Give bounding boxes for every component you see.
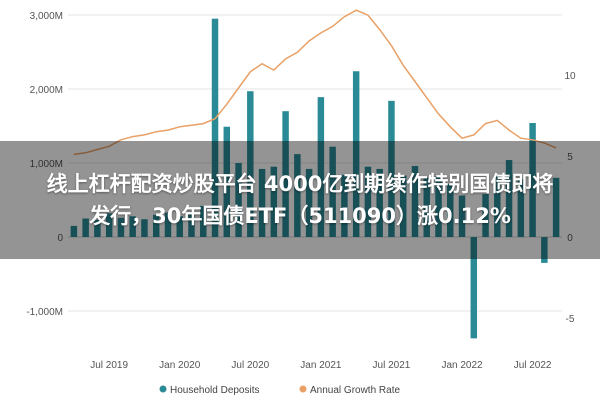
legend-marker-household-deposits	[159, 385, 167, 393]
household-deposits-bar	[223, 126, 231, 237]
x-tick-label: Jul 2019	[90, 360, 128, 371]
left-tick-label: 0	[57, 233, 63, 244]
gridlines	[68, 14, 562, 312]
household-deposits-bar	[258, 168, 266, 237]
household-deposits-bar	[200, 205, 207, 237]
left-axis-ticks: 3,000M 2,000M 1,000M 0 -1,000M	[26, 11, 63, 318]
headline-line-1: 线上杠杆配资炒股平台 4000亿到期续作特别国债即将	[46, 172, 554, 196]
household-deposits-bars	[70, 18, 560, 339]
household-deposits-bar	[235, 163, 242, 237]
household-deposits-bar	[505, 160, 513, 237]
household-deposits-bar	[129, 216, 136, 237]
household-deposits-bar	[317, 97, 325, 237]
household-deposits-bar	[94, 219, 101, 237]
household-deposits-bar	[364, 166, 372, 237]
household-deposits-bar	[188, 211, 195, 237]
household-deposits-bar	[105, 213, 113, 237]
household-deposits-bar	[494, 176, 501, 237]
x-tick-label: Jul 2021	[373, 360, 411, 371]
household-deposits-bar	[517, 179, 525, 237]
x-tick-label: Jul 2022	[514, 360, 552, 371]
household-deposits-bar	[552, 177, 560, 237]
household-deposits-bar	[176, 216, 183, 237]
household-deposits-bar	[141, 219, 148, 237]
right-tick-label: -5	[566, 314, 575, 325]
household-deposits-bar	[376, 168, 383, 237]
household-deposits-bar	[388, 100, 395, 237]
household-deposits-bar	[423, 177, 430, 237]
household-deposits-bar	[529, 123, 536, 237]
household-deposits-bar	[70, 225, 78, 237]
household-deposits-bar	[211, 18, 219, 238]
legend: Household Deposits Annual Growth Rate	[159, 385, 400, 396]
household-deposits-bar	[435, 176, 442, 237]
left-tick-label: 2,000M	[30, 85, 63, 96]
household-deposits-bar	[447, 183, 454, 237]
household-deposits-bar	[399, 175, 407, 237]
household-deposits-bar	[541, 237, 548, 263]
annual-growth-rate-line	[73, 9, 557, 156]
household-deposits-bar	[294, 154, 301, 237]
household-deposits-bar	[458, 195, 466, 237]
headline-line-2: 发行，30年国债ETF（511090）涨0.12%	[89, 204, 511, 228]
x-axis-ticks: Jul 2019 Jan 2020 Jul 2020 Jan 2021 Jul 2021…	[90, 360, 552, 371]
right-tick-label: 5	[567, 152, 573, 163]
x-tick-label: Jan 2022	[441, 360, 483, 371]
right-axis-ticks: 10 5 0 -5	[564, 71, 576, 325]
left-tick-label: -1,000M	[26, 307, 63, 318]
legend-marker-annual-growth-rate	[299, 385, 307, 393]
household-deposits-bar	[117, 217, 125, 237]
household-deposits-bar	[164, 212, 172, 237]
household-deposits-bar	[470, 237, 478, 339]
legend-label-annual-growth-rate: Annual Growth Rate	[310, 385, 400, 396]
household-deposits-bar	[411, 165, 419, 237]
household-deposits-bar	[482, 194, 489, 237]
household-deposits-bar	[270, 166, 278, 237]
headline-overlay: 线上杠杆配资炒股平台 4000亿到期续作特别国债即将 发行，30年国债ETF（5…	[0, 141, 600, 259]
household-deposits-bar	[282, 111, 289, 237]
left-tick-label: 3,000M	[30, 11, 63, 22]
household-deposits-bar	[82, 218, 89, 237]
x-tick-label: Jan 2020	[159, 360, 201, 371]
right-tick-label: 0	[567, 233, 573, 244]
right-tick-label: 10	[564, 71, 576, 82]
household-deposits-bar	[352, 71, 360, 238]
legend-label-household-deposits: Household Deposits	[170, 385, 260, 396]
household-deposits-bar	[341, 174, 348, 237]
x-tick-label: Jul 2020	[231, 360, 269, 371]
household-deposits-bar	[152, 214, 160, 237]
household-deposits-bar	[329, 146, 336, 237]
household-deposits-bar	[305, 168, 313, 237]
x-tick-label: Jan 2021	[300, 360, 342, 371]
household-deposits-bar	[247, 91, 254, 237]
left-tick-label: 1,000M	[30, 159, 63, 170]
